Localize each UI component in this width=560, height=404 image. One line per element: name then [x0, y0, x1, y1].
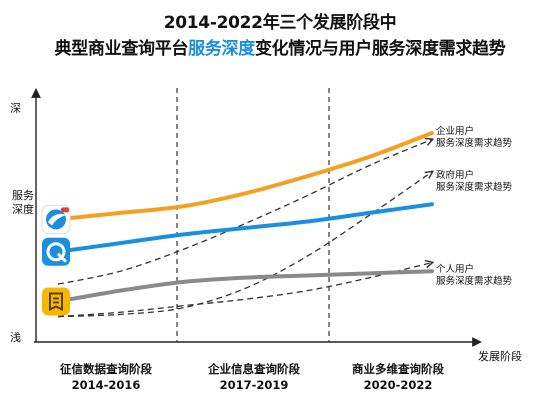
demand-trend-line-1: [57, 139, 432, 285]
demand-trend-label: 个人用户: [436, 263, 474, 275]
title-prefix: 典型商业查询平台: [54, 39, 189, 59]
stage-dividers: [176, 88, 330, 342]
demand-trend-line-2: [57, 172, 432, 318]
stage-years-1: 2014-2016: [72, 378, 141, 392]
service-depth-line-2: [56, 202, 434, 254]
x-axis-label: 发展阶段: [478, 349, 522, 363]
stage-years-2: 2017-2019: [220, 378, 289, 392]
title-highlight: 服务深度: [188, 39, 255, 59]
blue-app-icon: [42, 237, 70, 266]
y-axis-label-bottom: 浅: [10, 331, 21, 344]
axes: [31, 88, 482, 347]
stage-name-2: 企业信息查询阶段: [207, 362, 300, 376]
demand-trend-sublabel: 服务深度需求趋势: [436, 181, 513, 193]
stage-name-3: 商业多维查询阶段: [352, 362, 444, 376]
y-axis-label-top: 深: [10, 102, 21, 115]
blue-app-icon-tail: [57, 253, 67, 263]
yellow-app-icon-shield: [49, 292, 63, 312]
yellow-app-icon: [42, 287, 70, 316]
service-depth-line-3: [56, 269, 434, 304]
orange-app-icon-badge: [61, 207, 69, 213]
y-axis-label-mid-1: 服务: [12, 189, 34, 202]
demand-trend-label: 政府用户: [436, 169, 474, 181]
stage-name-1: 征信数据查询阶段: [60, 362, 152, 376]
yellow-app-icon-bg: [42, 287, 70, 316]
stage-years-3: 2020-2022: [364, 378, 433, 392]
y-axis-label-mid-2: 深度: [12, 202, 34, 216]
title-suffix: 变化情况与用户服务深度需求趋势: [254, 39, 506, 59]
orange-app-icon-bird: [48, 213, 66, 226]
orange-app-icon: [41, 204, 71, 234]
service-depth-line-1: [56, 130, 434, 222]
chart-title-line-2: 典型商业查询平台服务深度变化情况与用户服务深度需求趋势: [0, 34, 560, 59]
demand-trend-sublabel: 服务深度需求趋势: [436, 275, 513, 287]
demand-trend-line-3: [57, 263, 432, 318]
service-depth-lines: [56, 130, 434, 304]
platform-icons: [41, 204, 71, 316]
demand-trend-label: 企业用户: [436, 125, 474, 137]
blue-app-icon-ring: [46, 242, 66, 262]
demand-trend-sublabel: 服务深度需求趋势: [436, 137, 513, 149]
chart-title-line-1: 2014-2022年三个发展阶段中: [163, 13, 397, 33]
